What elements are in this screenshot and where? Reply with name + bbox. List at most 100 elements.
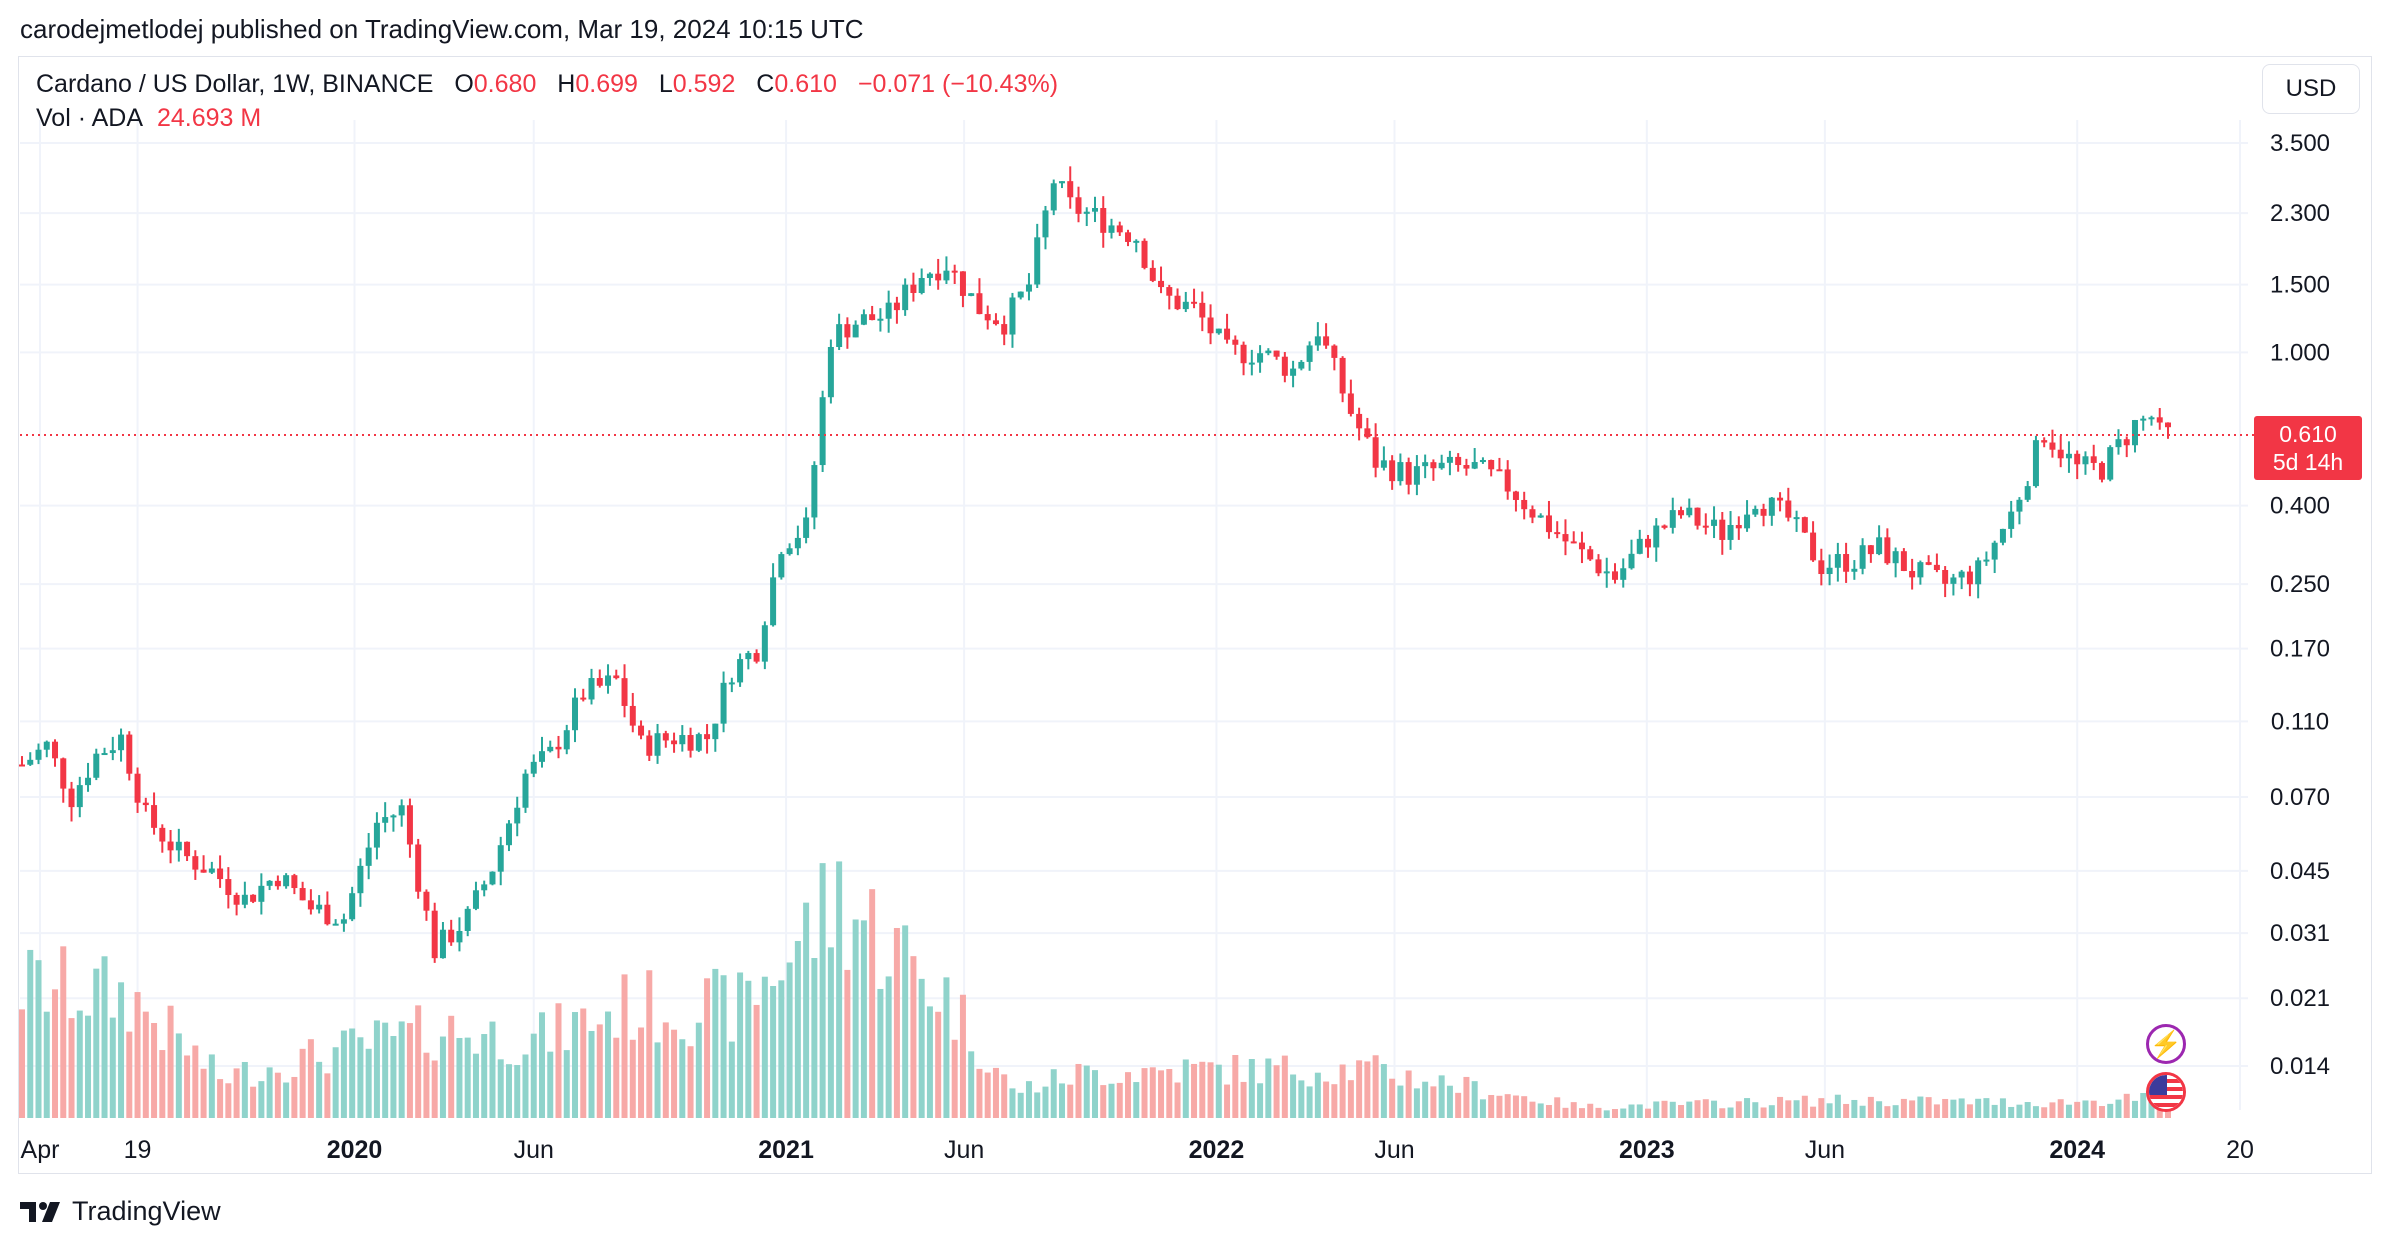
volume-bar [1834,1094,1841,1118]
candle-body [1389,460,1396,482]
candle-body [19,764,25,767]
candle-body [60,758,67,789]
volume-bar [2016,1104,2023,1118]
candle-body [1240,344,1247,364]
candle-body [266,880,273,886]
candle-body [778,554,785,578]
candle-body [1323,336,1330,346]
candle-body [2041,440,2048,443]
candle-body [1455,456,1462,466]
candle-body [324,904,331,925]
candle-body [770,577,777,626]
flash-icon[interactable]: ⚡ [2146,1024,2186,1064]
y-tick-label: 0.250 [2270,571,2330,598]
candle-body [737,659,744,683]
candle-body [1843,554,1850,572]
volume-bar [1446,1085,1453,1118]
volume-bar [1578,1108,1585,1118]
candle-body [2115,439,2122,448]
volume-bar [1356,1060,1363,1118]
volume-bar [1702,1099,1709,1118]
candle-body [1851,568,1858,572]
volume-bar [1389,1078,1396,1118]
candle-body [1554,532,1561,535]
candle-body [1067,181,1074,198]
volume-bar [704,978,711,1118]
candle-body [753,653,760,662]
volume-bar [1058,1083,1065,1118]
volume-bar [200,1068,207,1118]
candle-body [1628,553,1635,569]
candle-body [1925,562,1932,565]
volume-bar [646,970,653,1118]
volume-bar [1141,1068,1148,1118]
volume-bar [555,1003,562,1118]
volume-bar [1562,1107,1569,1118]
candle-body [1347,393,1354,414]
candle-body [299,888,306,901]
currency-button[interactable]: USD [2262,64,2360,114]
candle-body [357,865,364,894]
volume-bar [85,1015,92,1118]
us-flag-icon[interactable] [2146,1072,2186,1112]
volume-bar [448,1015,455,1118]
candle-body [720,682,727,724]
candle-body [1966,571,1973,585]
volume-bar [1603,1110,1610,1118]
volume-bar [1826,1103,1833,1118]
candle-body [2131,420,2138,446]
candle-body [629,705,636,726]
candle-body [1281,356,1288,376]
candle-body [1314,336,1321,346]
volume-bar [1479,1099,1486,1118]
candle-body [291,875,298,889]
volume-bar [695,1022,702,1118]
candle-body [85,777,92,786]
candle-body [1512,491,1519,500]
volume-bar [737,972,744,1118]
volume-bar [836,861,843,1118]
volume-bar [1653,1101,1660,1118]
volume-bar [1570,1102,1577,1118]
candle-body [142,802,149,806]
high-value: 0.699 [575,70,638,98]
volume-bar [274,1072,281,1118]
volume-bar [638,1027,645,1118]
candle-body [1785,500,1792,518]
volume-bar [1909,1100,1916,1118]
x-tick-label: 2024 [2049,1136,2105,1164]
volume-bar [390,1036,397,1118]
candle-body [514,807,521,824]
chart-grid [20,120,2248,1110]
symbol-name[interactable]: Cardano / US Dollar, 1W, BINANCE [36,70,434,98]
volume-bar [1678,1105,1685,1118]
candle-body [803,517,810,538]
candle-body [2074,453,2081,465]
candle-body [283,875,290,887]
candle-body [431,910,438,959]
volume-bar [1521,1096,1528,1118]
volume-bar [382,1022,389,1118]
volume-bar [1306,1086,1313,1118]
candle-body [43,741,50,750]
close-value: 0.610 [774,70,837,98]
candle-body [1224,328,1231,340]
last-price-tag: 0.610 5d 14h [2254,416,2362,480]
volume-bar [505,1064,512,1118]
candle-body [167,841,174,851]
candle-body [340,919,347,924]
candle-body [1215,328,1222,334]
volume-bar [1694,1100,1701,1118]
candle-body [349,893,356,920]
candle-body [365,847,372,866]
candle-body [1380,460,1387,468]
volume-bar [959,994,966,1118]
candle-body [613,675,620,679]
tradingview-brand[interactable]: TradingView [20,1196,221,1227]
volume-bar [1017,1092,1024,1118]
candle-body [1050,183,1057,211]
volume-bar [1042,1086,1049,1118]
x-tick-label: Apr [21,1136,60,1164]
volume-bar [1851,1099,1858,1118]
